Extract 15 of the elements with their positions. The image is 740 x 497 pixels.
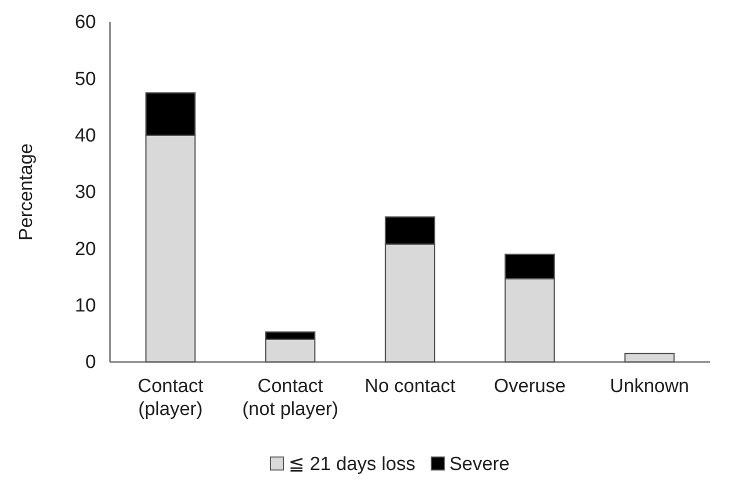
y-tick-label: 10 [74,295,96,316]
y-tick-label: 40 [74,125,96,146]
y-tick-label: 50 [74,68,96,90]
x-tick-label: Overuse [494,376,566,397]
x-tick-label: No contact [364,376,456,397]
legend-label: ≦ 21 days loss [288,454,416,475]
y-tick-label: 0 [85,352,96,374]
x-tick-label: Contact (not player) [242,376,338,420]
y-axis-title: Percentage [16,143,37,241]
y-tick-label: 20 [74,238,96,260]
legend-label: Severe [449,454,510,475]
y-tick-label: 30 [74,182,96,204]
x-tick-label: Unknown [610,376,690,397]
x-tick-label: Contact (player) [138,376,204,420]
y-tick-label: 60 [74,12,96,34]
